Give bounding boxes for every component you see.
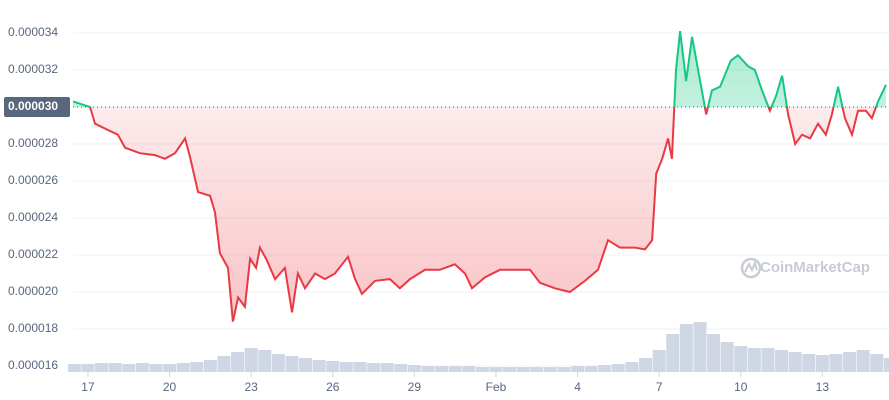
volume-bar xyxy=(176,363,190,372)
volume-bar xyxy=(407,365,421,372)
volume-bar xyxy=(489,367,503,372)
volume-bar xyxy=(503,367,517,372)
volume-bar xyxy=(598,365,612,372)
volume-bar xyxy=(761,348,775,372)
watermark-logo xyxy=(740,257,762,279)
volume-bar xyxy=(693,322,707,372)
x-tick-label: 29 xyxy=(408,380,422,394)
watermark: CoinMarketCap xyxy=(760,259,870,276)
y-tick-label: 0.000022 xyxy=(8,247,58,261)
volume-bar xyxy=(163,364,177,372)
y-tick-label: 0.000018 xyxy=(8,321,58,335)
baseline-box xyxy=(4,97,70,117)
x-tick-label: 10 xyxy=(734,380,748,394)
volume-bar xyxy=(530,367,544,372)
baseline-label: 0.000030 xyxy=(8,99,58,113)
volume-bar xyxy=(367,363,381,372)
volume-bar xyxy=(299,358,313,372)
y-tick-label: 0.000026 xyxy=(8,173,58,187)
volume-bar xyxy=(788,352,802,372)
x-tick-label: 17 xyxy=(81,380,95,394)
price-line-down xyxy=(86,107,878,322)
volume-bar xyxy=(679,324,693,372)
volume-bar xyxy=(258,350,272,372)
volume-bar xyxy=(67,364,81,372)
volume-bar xyxy=(353,362,367,372)
y-tick-label: 0.000020 xyxy=(8,284,58,298)
volume-bar xyxy=(625,362,639,372)
logo-wave xyxy=(744,260,758,273)
volume-bar xyxy=(870,354,884,372)
volume-bar xyxy=(217,356,231,372)
y-tick-label: 0.000016 xyxy=(8,358,58,372)
volume-bar xyxy=(720,342,734,372)
volume-bar xyxy=(135,363,149,372)
volume-bar xyxy=(734,346,748,372)
volume-bar xyxy=(475,367,489,372)
x-tick-label: Feb xyxy=(486,380,507,394)
volume-bar xyxy=(571,366,585,372)
volume-bar xyxy=(95,363,109,372)
volume-bar xyxy=(149,364,163,372)
volume-bar xyxy=(190,362,204,372)
y-tick-label: 0.000032 xyxy=(8,62,58,76)
volume-bar xyxy=(448,366,462,372)
volume-bar xyxy=(81,364,95,372)
volume-bar xyxy=(856,350,870,372)
x-tick-label: 13 xyxy=(816,380,830,394)
volume-bar xyxy=(231,352,245,372)
volume-bar xyxy=(843,352,857,372)
volume-bar xyxy=(312,360,326,372)
area-up xyxy=(73,31,887,107)
volume-bar xyxy=(815,355,829,372)
volume-bar xyxy=(435,366,449,372)
y-tick-label: 0.000028 xyxy=(8,136,58,150)
volume-bar xyxy=(829,354,843,372)
volume-bar xyxy=(707,334,721,372)
logo-ring xyxy=(740,257,762,279)
volume-bar xyxy=(611,364,625,372)
volume-bar xyxy=(747,348,761,372)
volume-bar xyxy=(380,363,394,372)
volume-bar xyxy=(108,363,122,372)
volume-bar xyxy=(543,367,557,372)
x-tick-label: 20 xyxy=(163,380,177,394)
y-tick-label: 0.000024 xyxy=(8,210,58,224)
y-tick-label: 0.000034 xyxy=(8,25,58,39)
x-tick-label: 4 xyxy=(574,380,581,394)
volume-bar xyxy=(775,350,789,372)
volume-bar xyxy=(421,366,435,372)
volume-bar xyxy=(639,358,653,372)
volume-bar xyxy=(244,348,258,372)
volume-bar xyxy=(584,366,598,372)
volume-bar xyxy=(883,358,889,372)
area-down xyxy=(73,107,887,322)
volume-bar xyxy=(666,334,680,372)
volume-bar xyxy=(557,367,571,372)
volume-bar xyxy=(203,360,217,372)
price-line-up xyxy=(72,30,887,107)
volume-bar xyxy=(462,366,476,372)
volume-bar xyxy=(652,350,666,372)
x-tick-label: 26 xyxy=(326,380,340,394)
volume-bar xyxy=(271,354,285,372)
volume-bar xyxy=(326,361,340,372)
volume-bar xyxy=(285,356,299,372)
volume-bar xyxy=(122,364,136,372)
volume-bar xyxy=(516,367,530,372)
x-tick-label: 23 xyxy=(244,380,258,394)
volume-bar xyxy=(394,364,408,372)
x-tick-label: 7 xyxy=(656,380,663,394)
volume-bar xyxy=(339,362,353,372)
volume-bar xyxy=(802,354,816,372)
